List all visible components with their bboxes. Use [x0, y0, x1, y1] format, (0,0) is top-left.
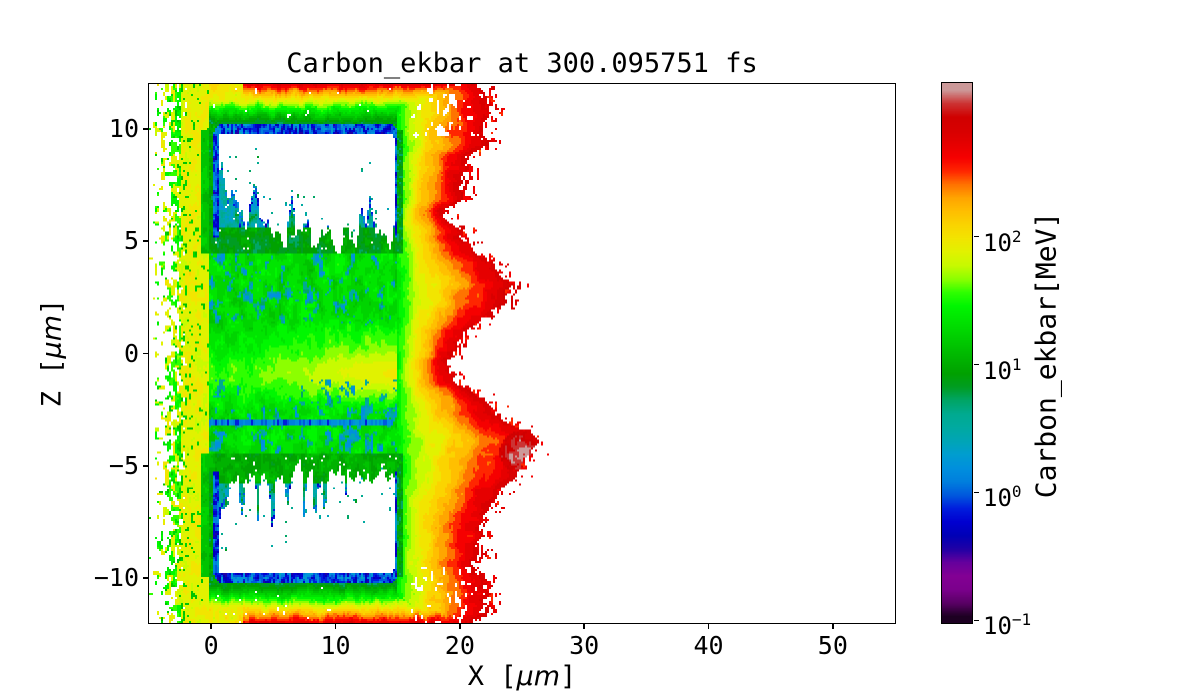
x-tick-label: 30 — [569, 631, 600, 660]
y-tick-label: 5 — [123, 226, 139, 256]
colorbar-tick-mark — [973, 619, 979, 622]
colorbar-tick-label: 10−1 — [983, 610, 1032, 641]
y-tick-mark — [143, 352, 149, 355]
x-tick-label: 0 — [203, 631, 219, 660]
colorbar-frame — [940, 81, 973, 624]
colorbar-tick-mark — [973, 363, 979, 366]
y-tick-label: 10 — [108, 113, 139, 143]
colorbar-tick-label: 100 — [983, 482, 1022, 513]
x-tick-mark — [334, 623, 337, 629]
colorbar-tick-mark — [973, 491, 979, 494]
colorbar-tick-label: 102 — [983, 226, 1022, 257]
x-tick-label: 40 — [693, 631, 724, 660]
x-tick-label: 10 — [320, 631, 351, 660]
x-tick-mark — [832, 623, 834, 629]
y-tick-mark — [143, 240, 149, 242]
heatmap-canvas — [148, 83, 895, 623]
y-tick-mark — [143, 465, 149, 467]
x-tick-mark — [707, 623, 710, 629]
colorbar-tick-label: 101 — [983, 354, 1022, 385]
x-axis-unit: μm — [516, 661, 560, 692]
x-axis-label: X [μm] — [149, 661, 895, 692]
x-axis-label-pre: X [ — [467, 661, 517, 692]
x-axis-label-post: ] — [560, 661, 577, 692]
y-tick-mark — [143, 577, 149, 579]
x-tick-label: 20 — [444, 631, 475, 660]
plot-frame — [147, 82, 896, 624]
x-tick-label: 50 — [817, 631, 848, 660]
y-axis-label-post: ] — [36, 298, 68, 315]
x-tick-mark — [459, 623, 461, 629]
x-tick-mark — [583, 623, 585, 629]
y-tick-label: −10 — [93, 563, 139, 593]
y-tick-label: 0 — [123, 338, 139, 368]
y-tick-mark — [143, 128, 149, 130]
colorbar-canvas — [941, 82, 972, 623]
y-tick-label: −5 — [108, 450, 139, 480]
x-tick-mark — [210, 623, 212, 629]
colorbar-tick-mark — [973, 235, 979, 238]
plot-title: Carbon_ekbar at 300.095751 fs — [286, 48, 758, 79]
